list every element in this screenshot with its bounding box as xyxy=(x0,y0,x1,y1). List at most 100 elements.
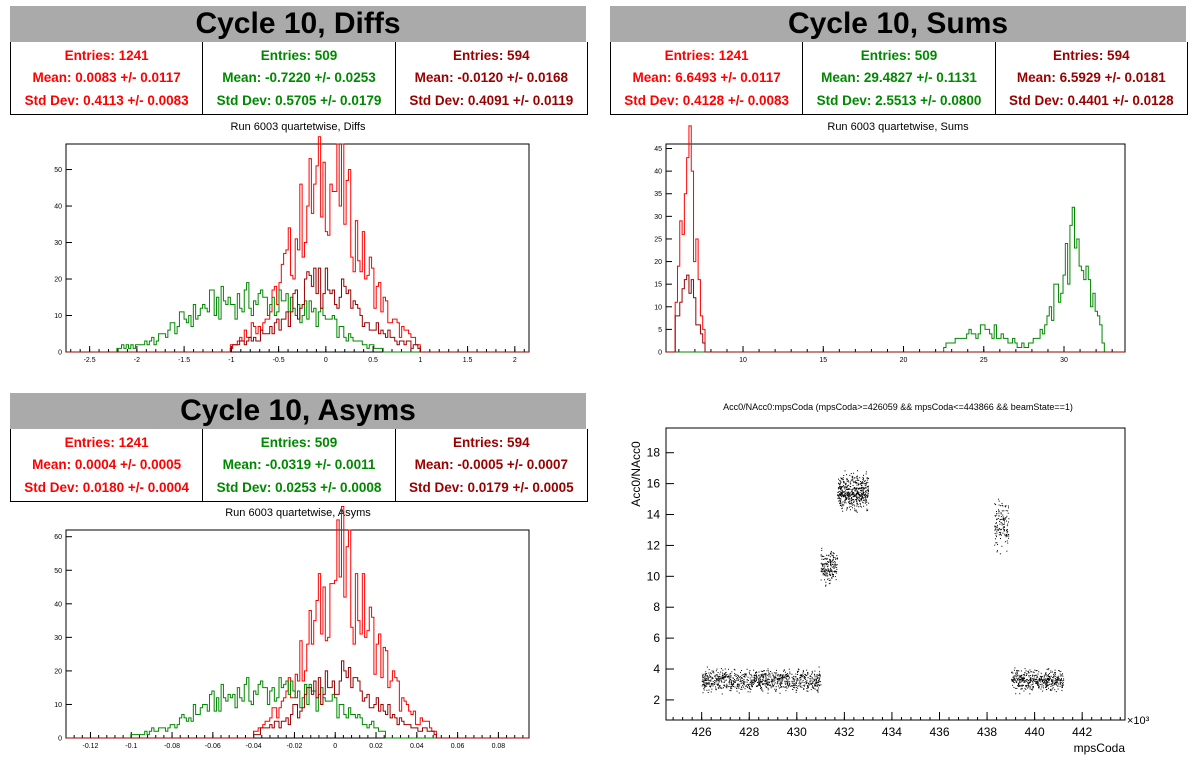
scatter-point xyxy=(799,683,801,685)
scatter-point xyxy=(761,688,763,690)
scatter-point xyxy=(1051,688,1053,690)
scatter-point xyxy=(846,478,848,480)
scatter-point xyxy=(828,570,830,572)
scatter-point xyxy=(1042,685,1044,687)
scatter-point xyxy=(762,676,764,678)
scatter-point xyxy=(803,682,805,684)
scatter-point xyxy=(814,683,816,685)
scatter-point xyxy=(807,673,809,675)
scatter-point xyxy=(1030,677,1032,679)
scatter-point xyxy=(1029,679,1031,681)
scatter-point xyxy=(863,494,865,496)
stat-std: Std Dev: 0.4091 +/- 0.0119 xyxy=(409,93,574,109)
scatter-point xyxy=(840,494,842,496)
diffs-hist-xtick-label: 1 xyxy=(418,357,422,364)
scatter-point xyxy=(845,487,847,489)
scatter-point xyxy=(853,487,855,489)
scatter-point xyxy=(762,675,764,677)
scatter-point xyxy=(710,691,712,693)
asyms-hist-ytick-label: 30 xyxy=(54,635,62,642)
scatter-point xyxy=(1015,680,1017,682)
scatter-point xyxy=(740,679,742,681)
scatter-point xyxy=(859,483,861,485)
scatter-point xyxy=(788,684,790,686)
scatter-point xyxy=(720,680,722,682)
scatter-point xyxy=(1027,679,1029,681)
scatter-point xyxy=(717,677,719,679)
scatter-point xyxy=(832,556,834,558)
scatter-point xyxy=(1000,512,1002,514)
scatter-point xyxy=(841,492,843,494)
scatter-point xyxy=(840,499,842,501)
stat-entries: Entries: 1241 xyxy=(664,47,749,63)
scatter-point xyxy=(706,689,708,691)
scatter-point xyxy=(1016,670,1018,672)
sums-hist-ytick-label: 20 xyxy=(654,259,662,266)
scatter-point xyxy=(1053,680,1055,682)
scatter-point xyxy=(777,678,779,680)
scatter-point xyxy=(842,494,844,496)
scatter-point xyxy=(840,477,842,479)
scatter-point xyxy=(839,495,841,497)
scatter-point xyxy=(1022,684,1024,686)
scatter-point xyxy=(776,678,778,680)
scatter-point xyxy=(1020,677,1022,679)
scatter-point xyxy=(1047,681,1049,683)
scatter-point xyxy=(832,552,834,554)
scatter-point xyxy=(1023,690,1025,692)
scatter-point xyxy=(848,484,850,486)
scatter-point xyxy=(816,674,818,676)
scatter-point xyxy=(851,497,853,499)
scatter-point xyxy=(716,675,718,677)
scatter-point xyxy=(851,489,853,491)
scatter-point xyxy=(760,681,762,683)
scatter-point xyxy=(1027,687,1029,689)
scatter-point xyxy=(839,482,841,484)
scatter-point xyxy=(724,684,726,686)
scatter-point xyxy=(866,504,868,506)
scatter-point xyxy=(856,499,858,501)
scatter-point xyxy=(829,573,831,575)
scatter-point xyxy=(734,669,736,671)
scatter-point xyxy=(859,498,861,500)
scatter-point xyxy=(813,688,815,690)
scatter-point xyxy=(865,499,867,501)
scatter-point xyxy=(768,670,770,672)
scatter-point xyxy=(761,674,763,676)
diffs-hist-ytick-label: 50 xyxy=(54,167,62,174)
scatter-point xyxy=(737,684,739,686)
scatter-point xyxy=(755,674,757,676)
scatter-point xyxy=(789,682,791,684)
scatter-point xyxy=(862,478,864,480)
scatter-point xyxy=(843,491,845,493)
scatter-point xyxy=(831,574,833,576)
scatter-point xyxy=(754,678,756,680)
sums-hist-ytick-label: 10 xyxy=(654,304,662,311)
scatter-point xyxy=(770,687,772,689)
scatter-point xyxy=(842,495,844,497)
scatter-point xyxy=(837,494,839,496)
scatter-point xyxy=(793,684,795,686)
scatter-point xyxy=(823,567,825,569)
scatter-point xyxy=(725,686,727,688)
scatter-point xyxy=(1045,686,1047,688)
scatter-point xyxy=(866,477,868,479)
scatter-point xyxy=(767,684,769,686)
scatter-point xyxy=(806,669,808,671)
scatter-point xyxy=(1008,535,1010,537)
scatter-point xyxy=(746,679,748,681)
scatter-point xyxy=(773,672,775,674)
scatter-point xyxy=(1044,678,1046,680)
scatter-point xyxy=(762,683,764,685)
scatter-point xyxy=(848,481,850,483)
scatter-point xyxy=(743,683,745,685)
asyms-hist-xtick-label: -0.04 xyxy=(246,743,262,750)
scatter-point xyxy=(791,680,793,682)
scatter-point xyxy=(802,684,804,686)
scatter-point xyxy=(864,494,866,496)
scatter-point xyxy=(735,680,737,682)
scatter-point xyxy=(1023,679,1025,681)
scatter-point xyxy=(709,675,711,677)
diffs-hist-series-green xyxy=(66,282,529,353)
scatter-point xyxy=(785,674,787,676)
